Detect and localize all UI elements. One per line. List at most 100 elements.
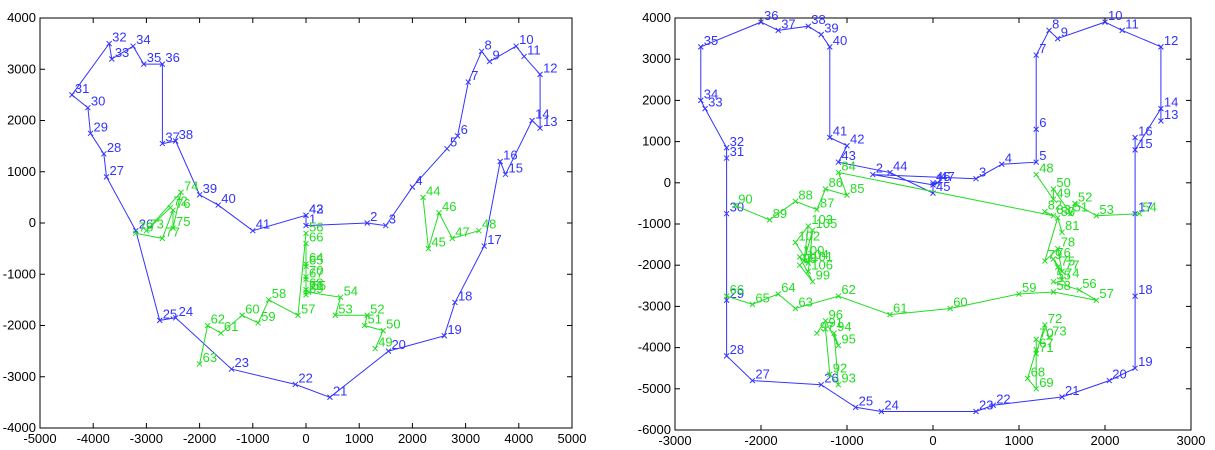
vertex-label: 101 [811, 249, 833, 264]
vertex-label: 40 [833, 33, 847, 48]
x-tick-label: 3000 [1177, 433, 1206, 448]
vertex-label: 69 [309, 281, 323, 296]
vertex-label: 37 [781, 16, 795, 31]
vertex-marker [1033, 350, 1040, 357]
vertex-marker [805, 223, 812, 229]
vertex-label: 32 [730, 134, 744, 149]
vertex-marker [1024, 375, 1031, 382]
vertex-marker [372, 345, 379, 352]
vertex-marker [332, 312, 339, 319]
vertex-label: 78 [1061, 235, 1075, 250]
vertex-label: 43 [309, 201, 323, 216]
vertex-marker [1059, 276, 1065, 283]
vertex-marker [100, 150, 107, 157]
vertex-marker [1050, 289, 1057, 295]
vertex-label: 64 [781, 280, 795, 295]
vertex-marker [878, 408, 885, 415]
vertex-marker [204, 322, 211, 329]
vertex-marker [1054, 245, 1061, 252]
vertex-marker [476, 227, 482, 234]
vertex-marker [831, 330, 837, 337]
vertex-marker [303, 230, 309, 237]
vertex-label: 47 [940, 169, 954, 184]
vertex-marker [1158, 105, 1164, 112]
y-tick-label: -1000 [638, 216, 671, 231]
vertex-marker [702, 105, 708, 112]
vertex-marker [852, 404, 859, 411]
vertex-marker [497, 158, 504, 165]
vertex-marker [930, 182, 936, 188]
vertex-marker [723, 155, 730, 161]
vertex-label: 86 [829, 175, 843, 190]
vertex-marker [69, 92, 75, 98]
vertex-label: 45 [936, 179, 950, 194]
vertex-label: 99 [816, 268, 830, 283]
vertex-marker [228, 366, 235, 372]
vertex-label: 49 [1056, 185, 1070, 200]
vertex-label: 67 [309, 265, 323, 280]
vertex-marker [1132, 146, 1138, 153]
vertex-label: 60 [953, 294, 967, 309]
x-tick-label: 2000 [398, 431, 427, 446]
vertex-marker [835, 159, 842, 166]
vertex-marker [361, 322, 368, 329]
right-plot: -3000 -2000 -1000 0 1000 2000 3000400030002000… [638, 8, 1206, 448]
vertex-marker [835, 342, 842, 349]
y-tick-label: 2000 [642, 92, 671, 107]
vertex-label: 25 [163, 306, 177, 321]
vertex-label: 11 [527, 42, 541, 57]
vertex-label: 42 [309, 201, 323, 216]
vertex-label: 25 [859, 393, 873, 408]
x-tick-label: 2000 [1091, 433, 1120, 448]
vertex-label: 34 [704, 86, 718, 101]
vertex-label: 84 [841, 159, 855, 174]
vertex-marker [1041, 208, 1048, 215]
vertex-marker [132, 227, 139, 234]
vertex-marker [818, 31, 825, 38]
vertex-label: 35 [147, 50, 161, 65]
vertex-marker [723, 293, 730, 299]
vertex-marker [697, 97, 704, 104]
vertex-marker [502, 171, 509, 178]
vertex-marker [887, 169, 893, 176]
vertex-label: 78 [139, 219, 153, 234]
plot-area [674, 17, 1192, 431]
vertex-label: 80 [1061, 204, 1075, 219]
vertex-marker [380, 327, 386, 334]
vertex-marker [303, 291, 309, 298]
y-tick-label: -2000 [638, 257, 671, 272]
vertex-marker [196, 191, 203, 198]
y-tick-label: 3000 [642, 51, 671, 66]
vertex-label: 105 [816, 216, 838, 231]
vertex-marker [364, 220, 371, 226]
inner-path [726, 281, 1097, 316]
vertex-label: 39 [824, 20, 838, 35]
vertex-label: 6 [1039, 115, 1046, 130]
vertex-label: 19 [1138, 354, 1152, 369]
vertex-label: 69 [1039, 375, 1053, 390]
vertex-label: 83 [1056, 202, 1070, 217]
vertex-label: 5 [450, 135, 457, 150]
vertex-label: 66 [730, 282, 744, 297]
vertex-label: 42 [850, 132, 864, 147]
vertex-marker [822, 186, 829, 192]
vertex-label: 70 [309, 263, 323, 278]
vertex-label: 77 [165, 224, 179, 239]
vertex-marker [140, 61, 147, 67]
vertex-label: 85 [850, 181, 864, 196]
vertex-marker [1033, 336, 1040, 343]
vertex-marker [1016, 291, 1022, 297]
vertex-marker [1059, 229, 1065, 236]
x-tick-label: 5000 [558, 431, 587, 446]
vertex-label: 66 [309, 230, 323, 245]
vertex-label: 48 [1039, 161, 1053, 176]
vertex-label: 19 [447, 322, 461, 337]
vertex-label: 17 [487, 232, 501, 247]
inner-path [199, 233, 307, 365]
vertex-label: 2 [370, 209, 377, 224]
vertex-label: 97 [820, 319, 834, 334]
vertex-label: 12 [543, 60, 557, 75]
vertex-marker [385, 348, 392, 354]
vertex-label: 79 [1048, 247, 1062, 262]
